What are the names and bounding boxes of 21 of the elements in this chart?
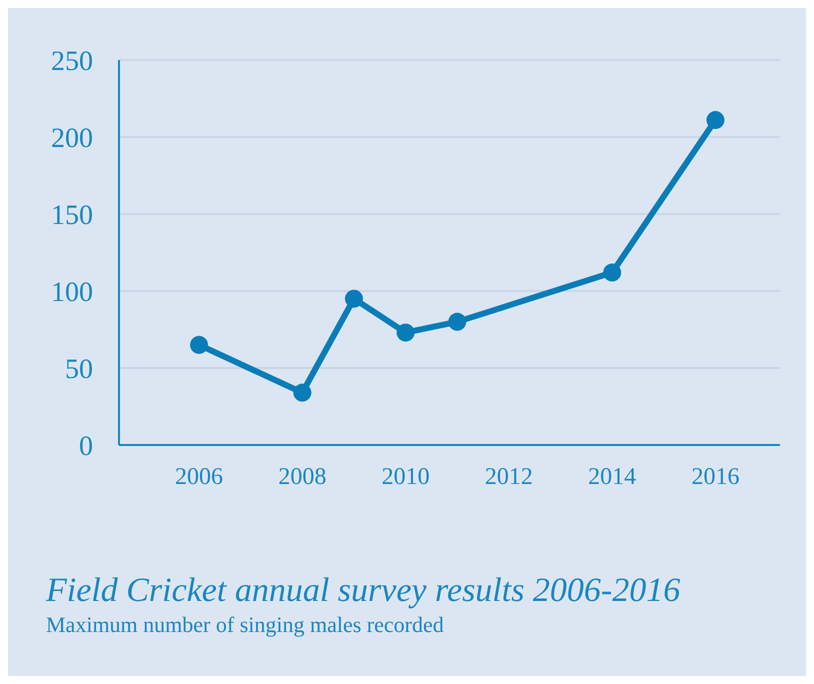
point: [293, 384, 312, 402]
x-tick-label: 2008: [278, 464, 326, 490]
point: [448, 312, 466, 331]
y-tick-label: 200: [51, 122, 93, 154]
text: Maximum number of singing males recorded: [46, 612, 445, 638]
x-tick-label: 2012: [484, 464, 533, 490]
y-tick-label: 0: [79, 430, 93, 462]
x-tick-label: 2014: [588, 464, 636, 490]
y-tick-label: 150: [51, 200, 93, 231]
x-tick-label: 2010: [382, 464, 430, 490]
point: [190, 336, 208, 354]
point: [603, 264, 622, 282]
y-tick-label: 250: [51, 46, 93, 77]
y-tick-label: 100: [51, 276, 93, 308]
y-tick-label: 50: [65, 354, 93, 385]
x-tick-label: 2006: [175, 464, 224, 490]
point: [396, 324, 415, 342]
point: [706, 111, 724, 130]
text: Field Cricket annual survey results 2006-2016: [46, 572, 680, 610]
point: [344, 290, 363, 308]
x-tick-label: 2016: [691, 464, 740, 490]
